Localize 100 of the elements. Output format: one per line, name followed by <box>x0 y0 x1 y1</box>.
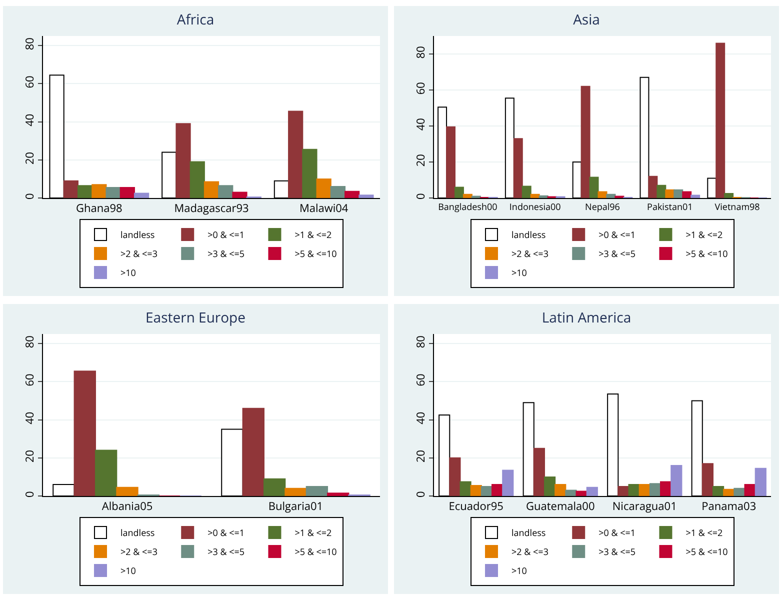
legend-label: >1 & <=2 <box>686 526 723 540</box>
bar <box>544 476 556 496</box>
bar <box>344 190 360 198</box>
bar <box>327 492 350 496</box>
bar <box>263 478 286 496</box>
bar <box>94 450 118 496</box>
y-tick-label: 40 <box>22 412 38 424</box>
bar <box>665 189 675 198</box>
bar <box>565 490 577 496</box>
x-tick-label: Panama03 <box>702 499 756 514</box>
x-tick-label: Bulgaria01 <box>268 499 324 514</box>
y-tick-label: 40 <box>414 412 429 424</box>
bar <box>724 193 734 198</box>
chart-title: Eastern Europe <box>146 308 246 328</box>
bar <box>134 192 150 198</box>
x-tick-label: Bangladesh00 <box>438 200 498 213</box>
bar <box>358 194 374 198</box>
bar <box>554 484 566 496</box>
legend-label: landless <box>120 228 155 242</box>
legend-label: >2 & <=3 <box>120 545 158 558</box>
x-tick-label: Nepal96 <box>585 200 620 213</box>
chart-title: Latin America <box>542 308 632 328</box>
bar <box>580 86 590 198</box>
y-tick-label: 40 <box>414 118 429 131</box>
legend-label: >10 <box>512 266 527 280</box>
bar <box>649 483 662 496</box>
y-tick-label: 20 <box>414 450 429 463</box>
bar <box>330 186 346 198</box>
legend-label: >3 & <=5 <box>208 247 245 260</box>
y-tick-label: 0 <box>22 491 38 498</box>
legend-label: >0 & <=1 <box>208 526 245 540</box>
legend-label: >5 & <=10 <box>294 545 337 558</box>
legend-label: >3 & <=5 <box>598 247 636 260</box>
bar <box>306 486 328 496</box>
legend-label: >1 & <=2 <box>294 526 332 540</box>
bar <box>716 42 726 198</box>
y-tick-label: 40 <box>22 114 38 126</box>
bar <box>674 189 684 198</box>
bar <box>586 486 598 496</box>
y-tick-label: 80 <box>414 46 429 59</box>
bar <box>702 463 714 496</box>
bar <box>754 468 766 496</box>
legend-label: >2 & <=3 <box>512 545 548 558</box>
x-tick-label: Madagascar93 <box>174 201 249 216</box>
bar <box>530 194 540 198</box>
bar <box>470 485 482 496</box>
legend-label: >0 & <=1 <box>208 228 245 242</box>
legend-label: >5 & <=10 <box>686 545 728 558</box>
legend-label: landless <box>512 228 546 242</box>
bar <box>618 486 630 496</box>
bar <box>74 370 96 496</box>
bar <box>513 138 523 198</box>
bar <box>480 486 493 496</box>
bar <box>670 465 682 496</box>
bar <box>606 194 616 198</box>
bar <box>712 486 724 496</box>
bar <box>522 186 532 198</box>
bar <box>589 176 599 198</box>
legend-label: >0 & <=1 <box>598 526 636 540</box>
y-tick-label: 80 <box>22 336 38 348</box>
bar <box>656 184 666 198</box>
x-tick-label: Malawi04 <box>299 201 349 216</box>
bar <box>744 484 756 496</box>
bar <box>492 484 504 496</box>
bar <box>454 186 464 198</box>
bar <box>176 123 191 198</box>
bar <box>218 185 234 198</box>
bar <box>204 181 220 198</box>
x-tick-label: Ghana98 <box>76 201 122 216</box>
bar <box>648 176 658 198</box>
bar <box>106 187 121 198</box>
legend-label: >0 & <=1 <box>598 228 636 242</box>
bar <box>598 191 608 198</box>
x-tick-label: Ecuador95 <box>448 499 504 514</box>
bar <box>302 148 318 198</box>
x-tick-label: Indonesia00 <box>509 200 561 213</box>
bar <box>116 486 138 496</box>
legend-label: >10 <box>120 564 136 578</box>
y-tick-label: 60 <box>22 374 38 386</box>
y-tick-label: 60 <box>414 82 429 95</box>
bar <box>734 488 746 496</box>
bar <box>63 180 78 198</box>
legend-label: >1 & <=2 <box>294 228 332 242</box>
bar <box>638 484 650 496</box>
legend-label: >2 & <=3 <box>120 247 158 260</box>
bar <box>660 481 672 496</box>
y-tick-label: 0 <box>414 193 429 200</box>
bar <box>92 184 107 198</box>
legend-label: >1 & <=2 <box>686 228 723 242</box>
bar <box>120 187 135 198</box>
y-tick-label: 60 <box>22 76 38 88</box>
bar <box>242 408 264 496</box>
bar <box>449 457 461 496</box>
bar <box>538 195 548 198</box>
legend-label: >5 & <=10 <box>294 247 337 260</box>
bar <box>232 192 248 198</box>
legend-label: landless <box>512 526 546 540</box>
bar <box>462 194 472 198</box>
y-tick-label: 0 <box>22 193 38 200</box>
bar <box>576 490 588 496</box>
